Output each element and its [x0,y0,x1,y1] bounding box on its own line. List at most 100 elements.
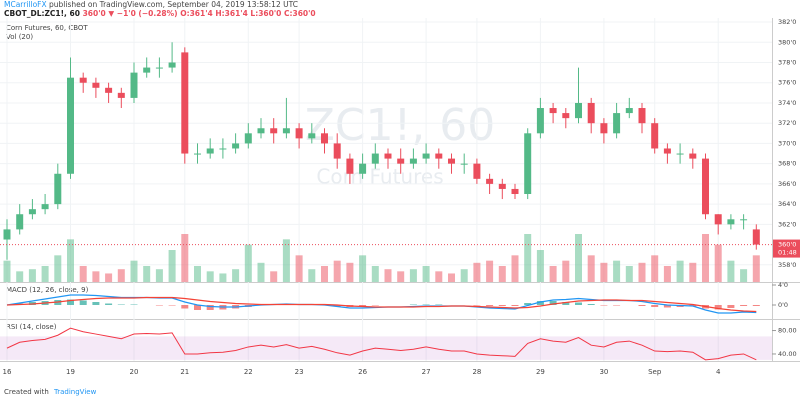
volume-bar [117,269,125,282]
volume-bar [92,271,100,282]
candle-body [409,158,417,164]
candle-body [143,67,151,73]
rsi-title: RSI (14, close) [6,323,57,331]
volume-bar [16,271,24,282]
volume-bar [321,266,328,282]
volume-bar [168,250,176,282]
volume-bar [346,262,354,282]
volume-bar [524,234,532,282]
candle-body [473,163,481,179]
candle-body [575,102,582,119]
candle-body [117,92,125,98]
pane-title: Corn Futures, 60, CBOT [6,24,88,32]
candle-body [511,188,519,194]
footer-brand[interactable]: TradingView [53,388,97,396]
volume-bar [359,255,367,282]
candle-body [727,219,735,225]
candle-body [460,163,468,165]
macd-histogram [435,304,443,305]
macd-histogram [409,304,417,305]
volume-bar [371,266,379,282]
y-tick-label: 366'0 [778,180,796,188]
volume-bar [435,271,443,282]
macd-histogram [422,304,430,305]
candle-body [321,133,328,144]
volume-bar [270,271,278,282]
volume-bar [511,255,519,282]
macd-histogram [549,301,557,305]
y-tick-label: 374'0 [778,99,796,107]
change: −1'0 (−0.28%) [117,9,178,18]
volume-bar [219,273,227,282]
footer-created: Created with [4,388,49,396]
macd-histogram [117,304,125,305]
macd-histogram [371,305,379,306]
macd-histogram [587,304,595,305]
volume-bar [638,262,646,282]
last-price-box [773,239,800,258]
y-tick-label: 380'0 [778,38,796,46]
volume-bar [79,266,87,282]
macd-histogram [67,299,74,305]
macd-histogram [486,305,494,306]
candle-body [270,128,278,134]
x-tick-label: 16 [3,368,12,376]
rsi-tick-label: 80.00 [778,327,797,335]
y-tick-label: 358'0 [778,261,796,269]
x-tick-label: 4 [716,368,721,376]
macd-histogram [740,305,748,306]
volume-bar [460,269,468,282]
macd-histogram [359,305,367,307]
volume-bar [422,266,430,282]
macd-histogram [511,305,519,306]
candle-body [486,178,494,184]
author[interactable]: MCarrilloFX [4,0,47,9]
volume-bar [587,255,595,282]
macd-histogram [613,305,621,306]
candle-body [498,183,506,189]
volume-bar [308,269,316,282]
macd-histogram [600,305,608,306]
candle-body [219,148,227,150]
macd-histogram [524,303,532,305]
published: published on TradingView.com, September … [47,0,298,9]
candle-body [54,173,62,205]
macd-histogram [105,303,113,305]
candle-body [600,123,608,134]
volume-bar [663,266,671,282]
volume-bar [676,260,684,282]
volume-bar [473,262,481,282]
macd-histogram [575,302,582,305]
watermark: ZC1!, 60 [305,100,495,151]
y-tick-label: 364'0 [778,200,796,208]
volume-bar [155,269,163,282]
volume-bar [549,266,557,282]
macd-histogram [79,300,87,305]
candle-body [28,209,36,215]
volume-bar [105,273,113,282]
candle-body [257,128,265,134]
macd-histogram [206,305,214,310]
candle-body [168,62,176,68]
volume-bar [714,244,722,282]
candle-body [41,204,49,210]
volume-bar [206,271,214,282]
candle-body [702,158,709,215]
countdown: 01:48 [778,249,797,257]
macd-histogram [727,305,735,308]
macd-histogram [498,305,506,306]
volume-bar [625,266,633,282]
candle-body [422,153,430,159]
candle-body [181,52,189,154]
volume-bar [295,255,303,282]
volume-bar [448,273,455,282]
candle-body [613,113,621,134]
volume-bar [257,262,265,282]
x-tick-label: 28 [472,368,481,376]
x-tick-label: 20 [130,368,139,376]
volume-bar [727,260,735,282]
candle-body [676,153,684,155]
volume-bar [3,260,11,282]
x-tick-label: 23 [295,368,304,376]
candle-body [435,153,443,159]
